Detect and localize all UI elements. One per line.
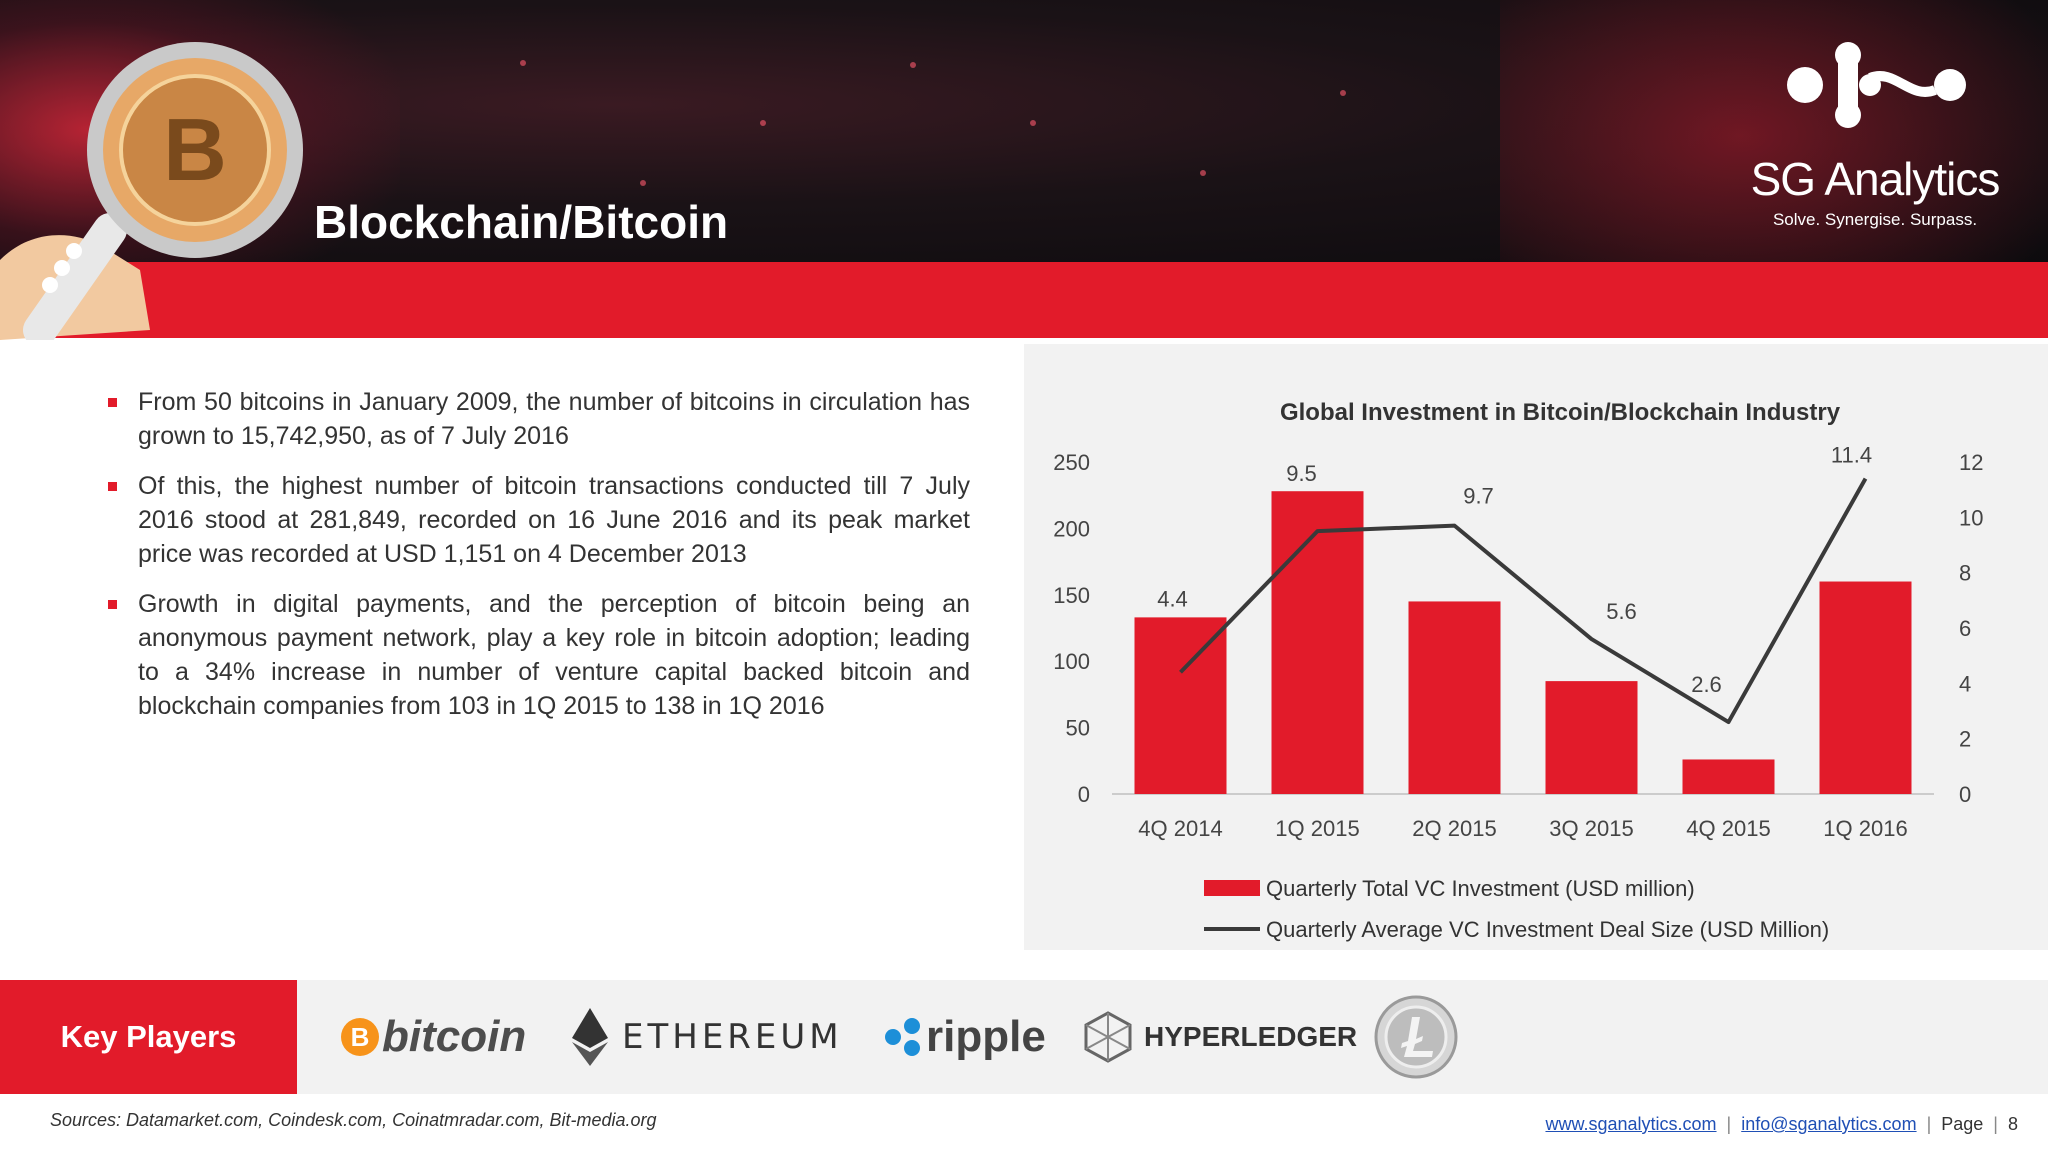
- header-red-band: [0, 262, 2048, 338]
- page-label: Page: [1941, 1114, 1984, 1134]
- player-litecoin: [1374, 995, 1458, 1079]
- bitcoin-magnifier-icon: B: [0, 42, 303, 340]
- ethereum-diamond-icon: [572, 1008, 608, 1066]
- y-left-tick-label: 200: [1053, 516, 1090, 541]
- player-hyperledger: HYPERLEDGER: [1082, 995, 1357, 1079]
- website-link[interactable]: www.sganalytics.com: [1545, 1114, 1717, 1134]
- network-node: [520, 60, 526, 66]
- y-left-tick-label: 100: [1053, 649, 1090, 674]
- logo-name: SG Analytics: [1750, 153, 2001, 205]
- hyperledger-logo-icon: [1084, 1011, 1132, 1063]
- key-players-label: Key Players: [0, 980, 297, 1094]
- network-node: [640, 180, 646, 186]
- x-tick-label: 3Q 2015: [1549, 816, 1633, 841]
- investment-chart: Global Investment in Bitcoin/Blockchain …: [1053, 399, 1983, 942]
- ripple-logo-icon: [885, 1018, 920, 1056]
- line-average-deal-size: [1179, 477, 1868, 725]
- network-node: [1030, 120, 1036, 126]
- sources-note: Sources: Datamarket.com, Coindesk.com, C…: [50, 1110, 657, 1130]
- x-tick-label: 1Q 2015: [1275, 816, 1359, 841]
- y-right-tick-label: 2: [1959, 727, 1971, 752]
- bar-total-vc-investment: [1682, 759, 1775, 794]
- chart-panel: Global Investment in Bitcoin/Blockchain …: [1024, 344, 2048, 950]
- data-label-deal-size: 4.4: [1157, 586, 1188, 611]
- bar-total-vc-investment: [1134, 617, 1227, 794]
- data-label-deal-size: 9.5: [1286, 461, 1317, 486]
- network-node: [760, 120, 766, 126]
- bitcoin-logo-icon: B: [341, 1018, 379, 1056]
- network-node: [1340, 90, 1346, 96]
- bar-total-vc-investment: [1545, 681, 1638, 794]
- player-ethereum: ETHEREUM: [572, 995, 843, 1079]
- svg-text:B: B: [351, 1022, 370, 1052]
- bar-total-vc-investment: [1271, 491, 1364, 794]
- x-tick-label: 1Q 2016: [1823, 816, 1907, 841]
- bullet-item: Of this, the highest number of bitcoin t…: [108, 469, 970, 571]
- footer-links: www.sganalytics.com | info@sganalytics.com…: [1545, 1114, 2018, 1135]
- legend-label-line: Quarterly Average VC Investment Deal Siz…: [1266, 917, 1829, 942]
- data-label-deal-size: 2.6: [1691, 672, 1722, 697]
- y-left-tick-label: 250: [1053, 450, 1090, 475]
- player-name: bitcoin: [382, 1012, 527, 1061]
- litecoin-coin-icon: [1374, 995, 1458, 1079]
- footer-separator: |: [1926, 1114, 1932, 1134]
- y-left-tick-label: 0: [1078, 782, 1090, 807]
- y-right-tick-label: 8: [1959, 561, 1971, 586]
- x-tick-label: 2Q 2015: [1412, 816, 1496, 841]
- y-right-tick-label: 0: [1959, 782, 1971, 807]
- x-tick-label: 4Q 2015: [1686, 816, 1770, 841]
- data-label-deal-size: 5.6: [1606, 599, 1637, 624]
- footer-separator: |: [1726, 1114, 1732, 1134]
- y-left-tick-label: 50: [1066, 716, 1090, 741]
- bar-total-vc-investment: [1408, 601, 1501, 794]
- network-node: [1200, 170, 1206, 176]
- y-right-tick-label: 12: [1959, 450, 1983, 475]
- email-link[interactable]: info@sganalytics.com: [1741, 1114, 1917, 1134]
- bullet-list: From 50 bitcoins in January 2009, the nu…: [108, 385, 970, 739]
- page-number: 8: [2007, 1114, 2018, 1134]
- bullet-item: From 50 bitcoins in January 2009, the nu…: [108, 385, 970, 453]
- player-name: ripple: [926, 1012, 1046, 1061]
- bar-total-vc-investment: [1819, 581, 1912, 794]
- legend-swatch-bar: [1204, 880, 1260, 896]
- logo-tagline: Solve. Synergise. Surpass.: [1772, 210, 1978, 229]
- y-right-tick-label: 4: [1959, 671, 1971, 696]
- network-node: [910, 62, 916, 68]
- header-glow-right: [1500, 0, 2048, 262]
- data-label-deal-size: 11.4: [1831, 443, 1872, 468]
- data-label-deal-size: 9.7: [1463, 484, 1494, 509]
- sg-analytics-mark-icon: [1787, 42, 1966, 128]
- y-right-tick-label: 10: [1959, 505, 1983, 530]
- y-left-tick-label: 150: [1053, 583, 1090, 608]
- player-name: ETHEREUM: [622, 1017, 843, 1057]
- player-bitcoin: B bitcoin: [340, 995, 526, 1079]
- player-name: HYPERLEDGER: [1144, 1021, 1358, 1052]
- legend-label-bar: Quarterly Total VC Investment (USD milli…: [1266, 876, 1695, 901]
- chart-title: Global Investment in Bitcoin/Blockchain …: [1280, 399, 1841, 426]
- page-title: Blockchain/Bitcoin: [314, 196, 729, 248]
- svg-text:B: B: [163, 100, 227, 199]
- footer-separator: |: [1993, 1114, 1998, 1134]
- y-right-tick-label: 6: [1959, 616, 1971, 641]
- x-tick-label: 4Q 2014: [1138, 816, 1222, 841]
- bullet-item: Growth in digital payments, and the perc…: [108, 587, 970, 723]
- player-ripple: ripple: [884, 995, 1046, 1079]
- sg-analytics-logo: SG Analytics Solve. Synergise. Surpass.: [1740, 30, 2010, 240]
